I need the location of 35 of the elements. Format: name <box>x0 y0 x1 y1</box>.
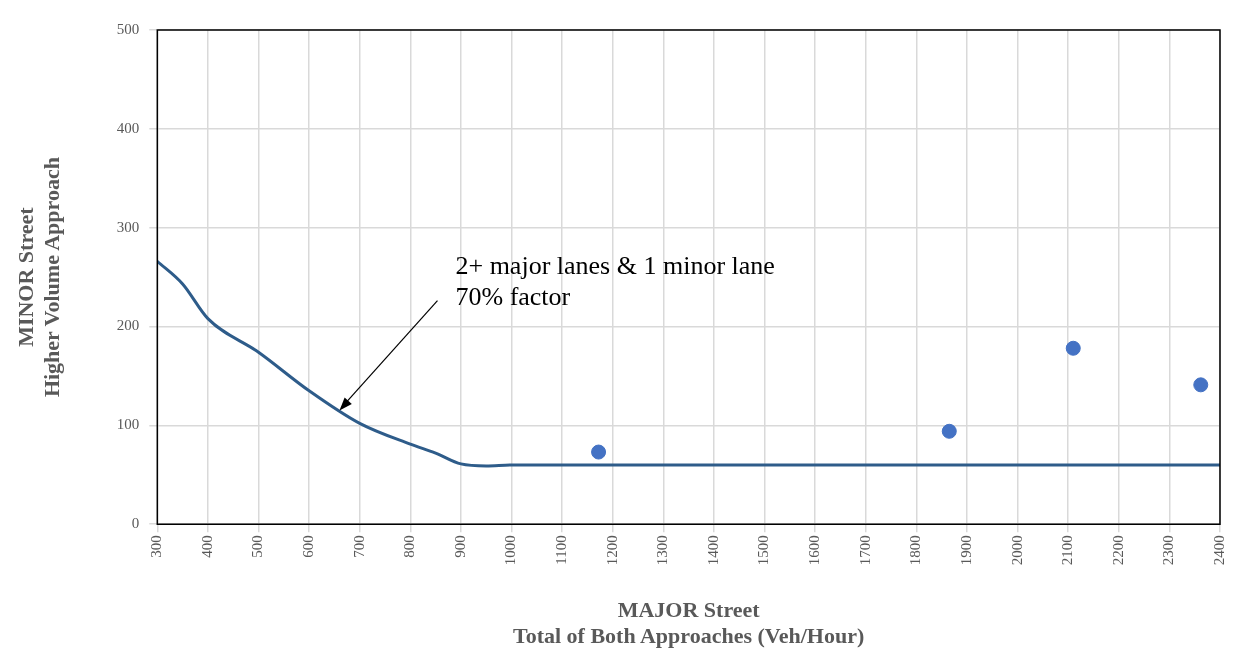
x-tick-label: 300 <box>148 535 165 558</box>
x-tick-label: 1900 <box>957 535 974 566</box>
x-tick-label: 800 <box>401 535 418 558</box>
x-tick-label: 1100 <box>553 535 570 565</box>
x-tick-label: 900 <box>451 535 468 558</box>
x-tick-label: 400 <box>198 535 215 558</box>
x-tick-label: 600 <box>300 535 317 558</box>
x-tick-label: 1600 <box>806 535 823 566</box>
x-tick-label: 1400 <box>704 535 721 566</box>
y-tick-label: 100 <box>116 416 140 433</box>
point <box>941 423 957 439</box>
x-tick-label: 1800 <box>907 535 924 566</box>
x-axis-title: MAJOR Street Total of Both Approaches (Veh/Hour) <box>513 597 865 649</box>
x-tick-label: 700 <box>350 535 367 558</box>
x-tick-label: 2100 <box>1059 535 1076 566</box>
x-tick-label: 1200 <box>603 535 620 566</box>
y-axis-title: MINOR Street Higher Volume Approach <box>12 157 65 398</box>
x-tick-label: 2300 <box>1160 535 1177 566</box>
point <box>1065 340 1081 356</box>
point <box>1193 377 1209 393</box>
annotation: 2+ major lanes & 1 minor lane 70% factor <box>455 251 775 312</box>
x-tick-label: 500 <box>249 535 266 558</box>
x-tick-label: 1000 <box>502 535 519 566</box>
x-tick-label: 1700 <box>856 535 873 566</box>
x-tick-label: 2400 <box>1210 535 1227 566</box>
x-tick-label: 1500 <box>755 535 772 566</box>
x-tick-label: 2200 <box>1109 535 1126 566</box>
x-tick-label: 1300 <box>654 535 671 566</box>
y-tick-label: 200 <box>116 317 140 334</box>
y-tick-label: 400 <box>116 119 140 136</box>
y-tick-label: 500 <box>116 20 140 37</box>
point <box>591 444 607 460</box>
x-tick-label: 2000 <box>1008 535 1025 566</box>
y-tick-label: 300 <box>116 218 140 235</box>
y-tick-label: 0 <box>131 515 140 532</box>
